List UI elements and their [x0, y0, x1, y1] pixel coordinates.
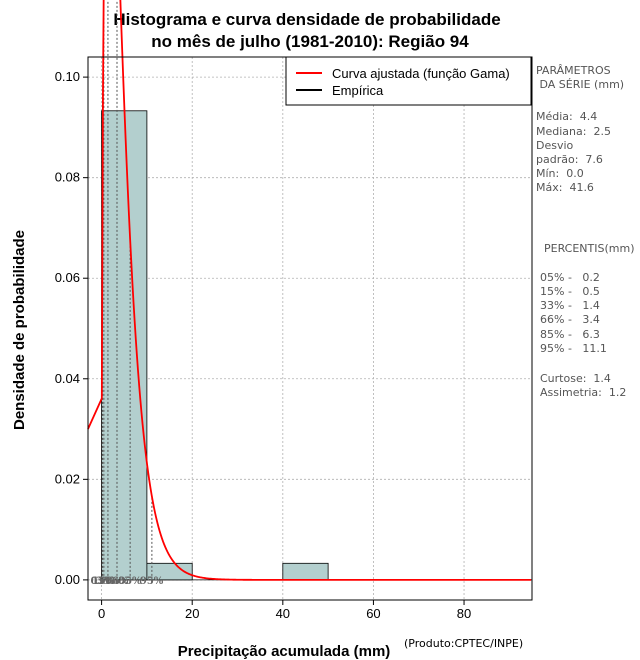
params-title: PARÂMETROS	[536, 64, 611, 77]
chart-title-line2: no mês de julho (1981-2010): Região 94	[151, 32, 469, 51]
gamma-curve	[100, 0, 532, 581]
y-tick-label: 0.08	[55, 170, 80, 185]
x-axis: 0 20 40 60 80	[98, 600, 471, 621]
x-tick-label: 60	[366, 606, 380, 621]
plot-frame	[87, 56, 533, 601]
y-tick-label: 0.02	[55, 471, 80, 486]
stat-media: Média: 4.4	[536, 110, 598, 124]
histogram-bar	[282, 562, 329, 581]
percentile-33: 33% - 1.4	[540, 299, 600, 313]
params-subtitle: DA SÉRIE (mm)	[536, 78, 625, 92]
stat-desvio-value: padrão: 7.6	[536, 153, 603, 167]
percentile-marker-label: 05%	[90, 576, 114, 587]
y-tick-label: 0.04	[55, 371, 80, 386]
x-tick-label: 40	[276, 606, 290, 621]
stat-curtose: Curtose: 1.4	[540, 372, 611, 386]
percentile-05: 05% - 0.2	[540, 270, 600, 284]
y-axis-label: Densidade de probabilidade	[11, 230, 28, 430]
histogram-bar	[101, 110, 148, 581]
percentile-66: 66% - 3.4	[540, 313, 600, 327]
grid	[88, 57, 532, 600]
legend-box	[285, 56, 532, 106]
percentile-85: 85% - 6.3	[540, 327, 600, 341]
percentile-marker-label: 85%	[118, 576, 142, 587]
legend-curve-label: Curva ajustada (função Gama)	[332, 66, 510, 81]
percentile-marker-label: 66%	[105, 576, 129, 587]
percentile-marker-label: 95%	[140, 576, 164, 587]
x-tick-label: 20	[185, 606, 199, 621]
x-tick-label: 80	[457, 606, 471, 621]
y-axis: 0.00 0.02 0.04 0.06 0.08 0.10	[55, 69, 88, 587]
percentile-95: 95% - 11.1	[540, 341, 607, 355]
product-credit: (Produto:CPTEC/INPE)	[404, 637, 524, 650]
stat-assimetria: Assimetria: 1.2	[540, 386, 627, 400]
stat-mediana: Mediana: 2.5	[536, 124, 611, 138]
x-tick-label: 0	[98, 606, 105, 621]
legend-empirical-label: Empírica	[332, 83, 384, 98]
stat-desvio-label: Desvio	[536, 138, 574, 152]
y-tick-label: 0.10	[55, 69, 80, 84]
percentile-marker-label: 15%	[92, 576, 116, 587]
y-tick-label: 0.00	[55, 572, 80, 587]
percentile-marker-label: 33%	[96, 576, 120, 587]
gamma-curve-layer	[87, 0, 532, 581]
stat-min: Mín: 0.0	[536, 167, 584, 181]
legend: Curva ajustada (função Gama) Empírica	[285, 56, 532, 106]
stat-max: Máx: 41.6	[536, 181, 594, 195]
percentis-title: PERCENTIS(mm)	[544, 241, 635, 255]
histogram-bars	[101, 110, 532, 581]
y-tick-label: 0.06	[55, 270, 80, 285]
gamma-curve-left-tail	[87, 398, 103, 430]
percentile-15: 15% - 0.5	[540, 285, 600, 299]
series-parameters-panel: PARÂMETROS DA SÉRIE (mm) Média: 4.4 Medi…	[536, 64, 640, 400]
x-axis-label: Precipitação acumulada (mm)	[178, 643, 391, 660]
chart-title-line1: Histograma e curva densidade de probabil…	[113, 10, 500, 29]
